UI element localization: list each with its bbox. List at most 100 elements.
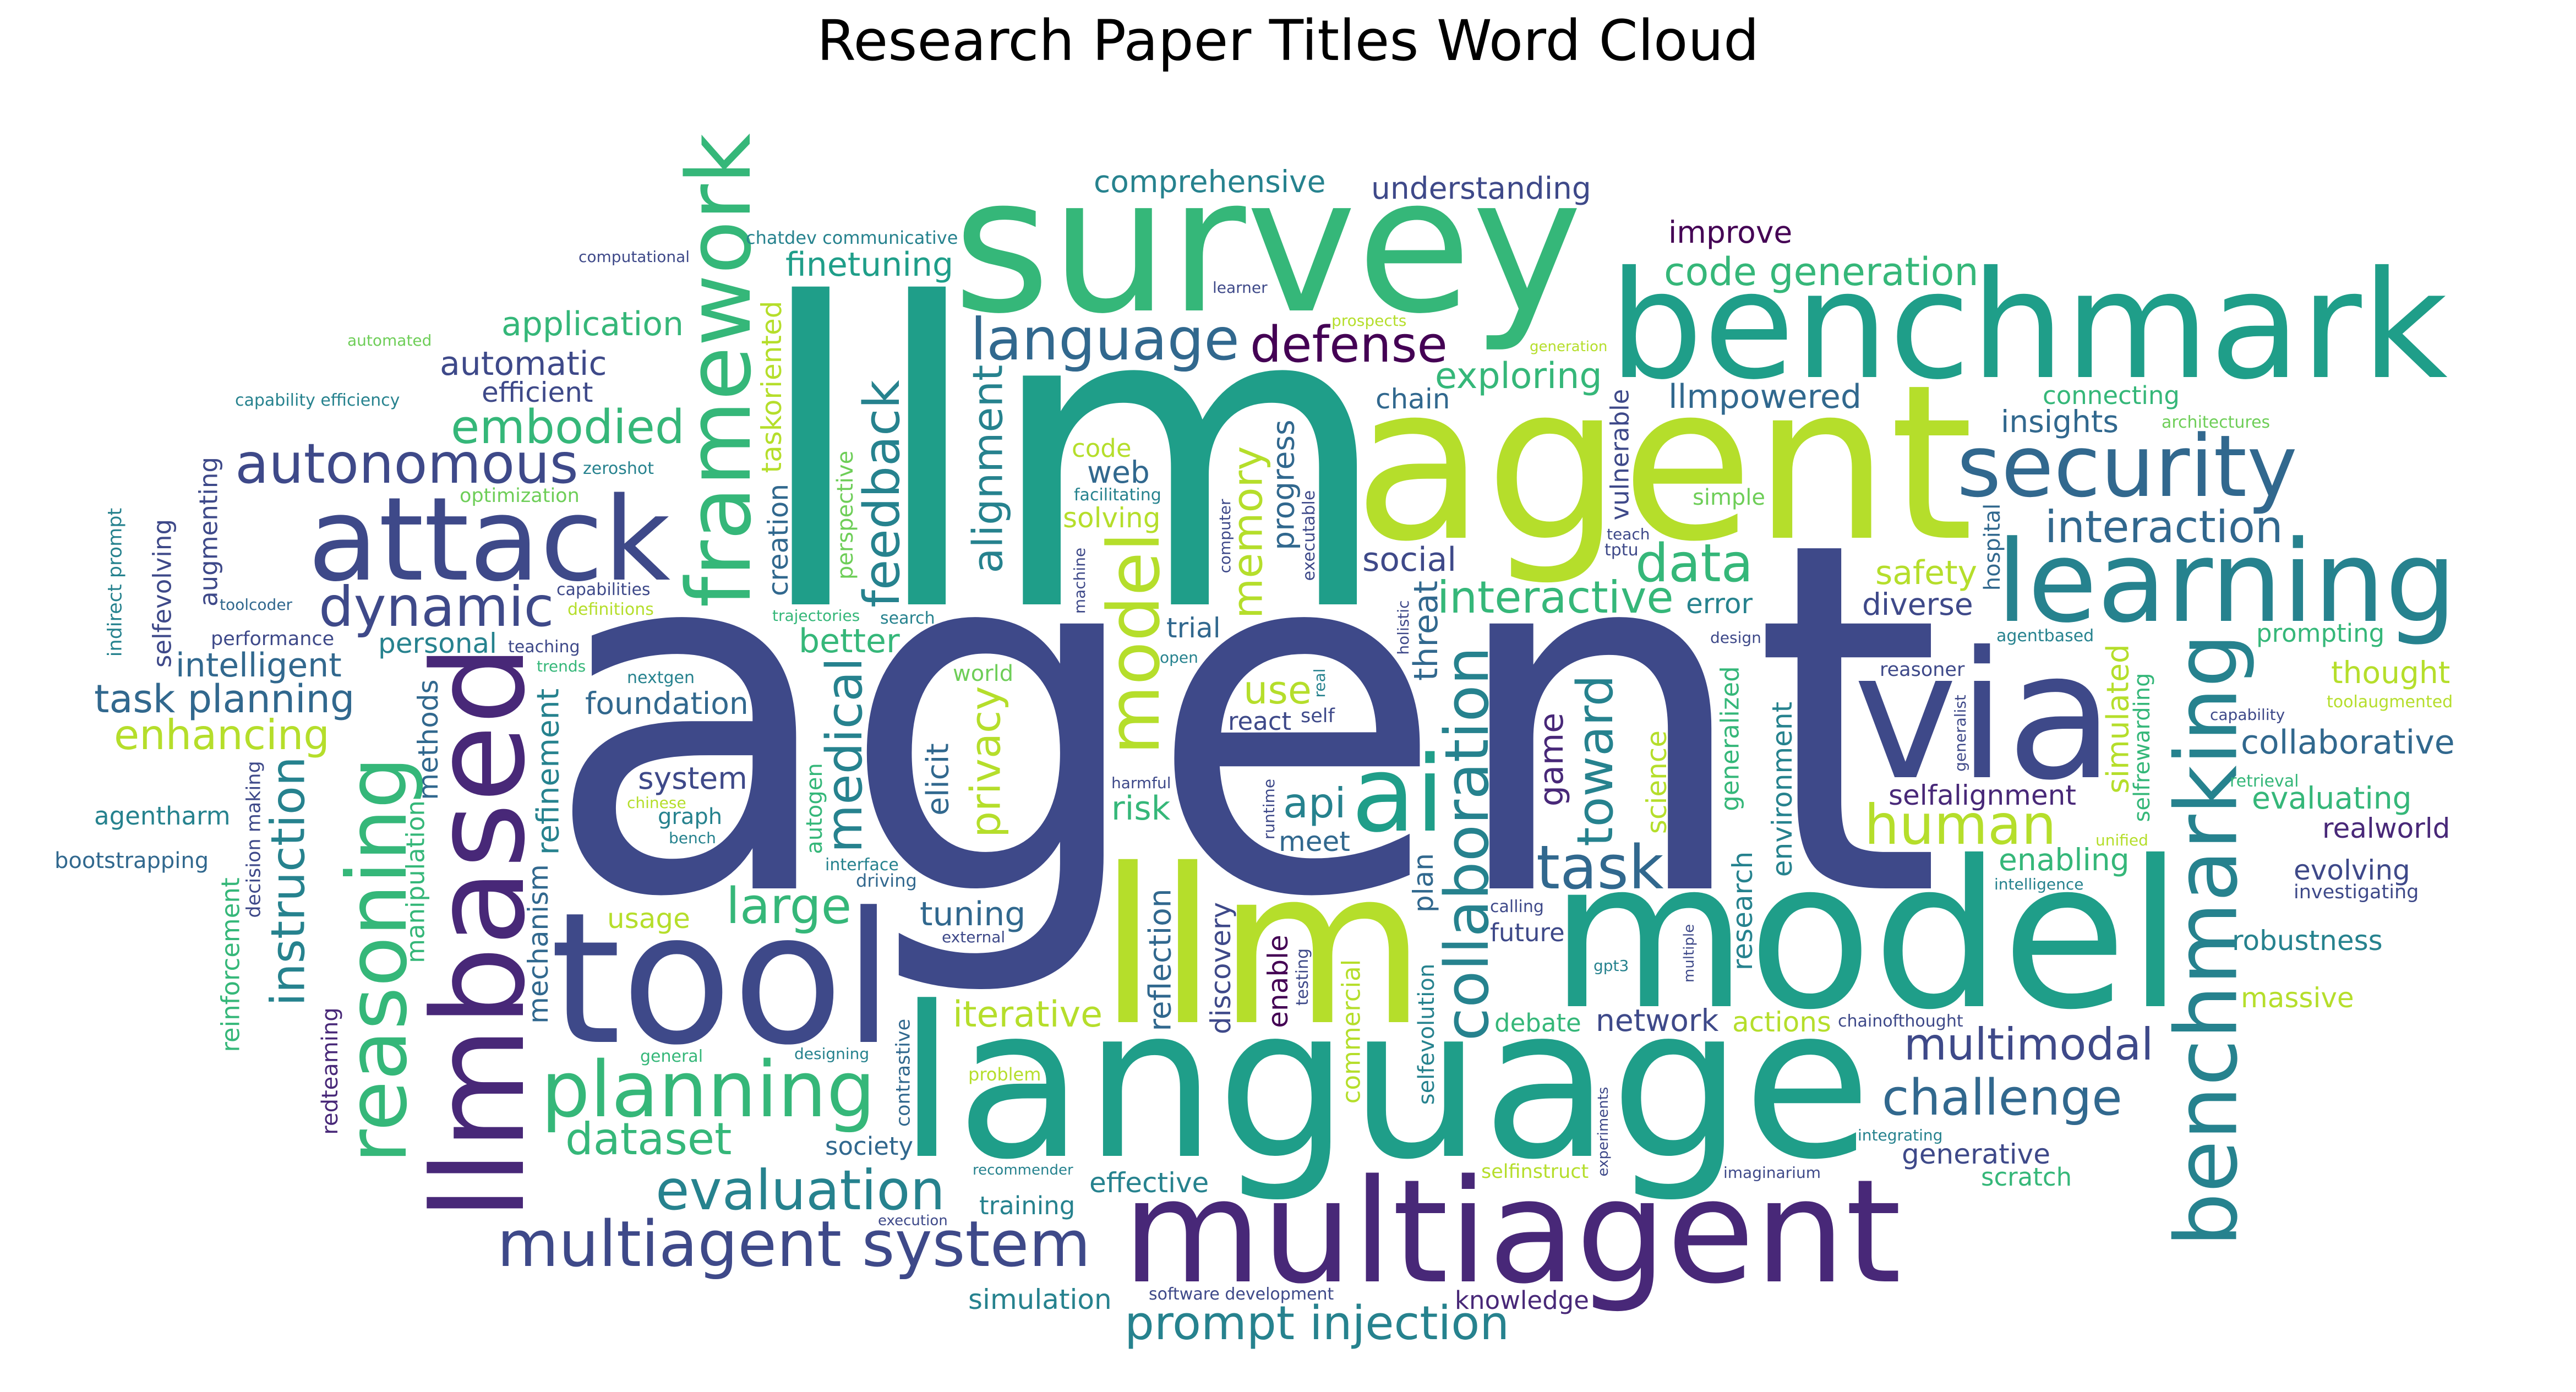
word-science: science	[1640, 730, 1673, 834]
word-understanding: understanding	[1371, 171, 1591, 206]
word-knowledge: knowledge	[1455, 1285, 1589, 1315]
word-task: task	[1536, 832, 1664, 903]
word-general: general	[640, 1046, 703, 1066]
word-chatdev-communicative: chatdev communicative	[746, 227, 958, 249]
word-facilitating: facilitating	[1074, 485, 1161, 505]
word-insights: insights	[2001, 404, 2119, 440]
word-holistic: holistic	[1394, 600, 1412, 655]
word-integrating: integrating	[1858, 1126, 1943, 1144]
word-selfinstruct: selfinstruct	[1481, 1161, 1589, 1183]
word-environment: environment	[1766, 701, 1798, 877]
word-human: human	[1864, 793, 2056, 857]
word-decision-making: decision making	[243, 761, 265, 918]
word-society: society	[825, 1131, 914, 1161]
word-reasoner: reasoner	[1880, 659, 1965, 681]
word-attack: attack	[308, 472, 671, 607]
word-software-development: software development	[1149, 1284, 1334, 1304]
word-massive: massive	[2241, 981, 2354, 1014]
word-refinement: refinement	[530, 688, 566, 855]
word-dynamic: dynamic	[319, 575, 554, 639]
word-framework: framework	[668, 133, 771, 608]
word-optimization: optimization	[460, 485, 580, 507]
word-selfalignment: selfalignment	[1889, 779, 2076, 811]
word-game: game	[1532, 712, 1571, 806]
word-execution: execution	[878, 1212, 948, 1229]
word-better: better	[799, 622, 900, 660]
word-graph: graph	[658, 804, 723, 829]
word-chain: chain	[1376, 383, 1450, 415]
word-multiple: multiple	[1681, 924, 1698, 982]
word-intelligence: intelligence	[1994, 875, 2084, 893]
word-improve: improve	[1668, 215, 1793, 250]
word-large: large	[726, 877, 852, 935]
word-research: research	[1726, 851, 1759, 970]
word-real: real	[1311, 668, 1329, 698]
word-diverse: diverse	[1862, 587, 1973, 623]
word-vulnerable: vulnerable	[1605, 389, 1635, 520]
word-instruction: instruction	[261, 756, 316, 1006]
word-nextgen: nextgen	[627, 668, 695, 687]
word-zeroshot: zeroshot	[583, 458, 654, 478]
word-agent: agent	[1354, 338, 1974, 588]
word-social: social	[1362, 541, 1457, 579]
word-training: training	[979, 1191, 1076, 1220]
word-evaluation: evaluation	[656, 1158, 945, 1222]
word-executable: executable	[1300, 490, 1319, 581]
word-usage: usage	[607, 902, 690, 935]
word-reinforcement: reinforcement	[216, 877, 245, 1052]
word-selfevolution: selfevolution	[1414, 963, 1439, 1105]
word-prompting: prompting	[2256, 618, 2385, 648]
word-trial: trial	[1166, 612, 1221, 644]
word-risk: risk	[1111, 789, 1171, 828]
word-code: code	[1072, 433, 1132, 463]
word-future: future	[1490, 918, 1565, 947]
word-robustness: robustness	[2232, 924, 2383, 957]
word-problem: problem	[968, 1064, 1041, 1085]
word-recommender: recommender	[973, 1161, 1073, 1178]
word-augmenting: augmenting	[194, 457, 223, 607]
word-agentharm: agentharm	[94, 801, 231, 831]
word-personal: personal	[378, 627, 497, 659]
word-llm: llm	[752, 217, 1393, 703]
word-manipulation: manipulation	[401, 800, 430, 963]
word-prompt-injection: prompt injection	[1125, 1296, 1510, 1351]
word-open: open	[1160, 648, 1198, 667]
word-capability: capability	[2210, 705, 2285, 724]
word-toolcoder: toolcoder	[220, 595, 293, 614]
word-calling: calling	[1490, 897, 1544, 916]
word-embodied: embodied	[451, 400, 685, 455]
word-language: language	[898, 962, 1872, 1205]
word-learning: learning	[1996, 516, 2457, 648]
word-realworld: realworld	[2322, 812, 2451, 844]
word-multimodal: multimodal	[1904, 1019, 2154, 1070]
word-definitions: definitions	[567, 599, 654, 619]
word-generalist: generalist	[1951, 695, 1969, 772]
word-driving: driving	[856, 870, 917, 892]
word-chainofthought: chainofthought	[1838, 1011, 1963, 1031]
word-creation: creation	[762, 483, 794, 596]
word-tuning: tuning	[920, 895, 1026, 934]
word-use: use	[1243, 667, 1312, 713]
word-via: via	[1853, 614, 2115, 819]
word-task-planning: task planning	[94, 676, 355, 722]
word-architectures: architectures	[2162, 412, 2271, 432]
word-capabilities: capabilities	[556, 580, 651, 599]
word-investigating: investigating	[2294, 881, 2419, 904]
word-error: error	[1686, 587, 1753, 620]
word-automated: automated	[347, 331, 432, 350]
word-redteaming: redteaming	[318, 1007, 343, 1135]
word-api: api	[1283, 779, 1346, 828]
word-performance: performance	[211, 628, 335, 651]
word-collaborative: collaborative	[2241, 723, 2455, 762]
word-reflection: reflection	[1142, 888, 1178, 1031]
word-computational: computational	[578, 247, 690, 266]
word-teaching: teaching	[508, 637, 580, 657]
word-methods: methods	[412, 679, 444, 800]
word-generative: generative	[1902, 1138, 2050, 1170]
word-cloud: agent llm llm agent language model survey tool v…	[25, 99, 2551, 1382]
word-scratch: scratch	[1981, 1162, 2072, 1192]
word-mechanism: mechanism	[522, 864, 554, 1024]
word-interactive: interactive	[1437, 572, 1674, 623]
word-imaginarium: imaginarium	[1723, 1163, 1821, 1182]
word-plan: plan	[1407, 853, 1439, 913]
